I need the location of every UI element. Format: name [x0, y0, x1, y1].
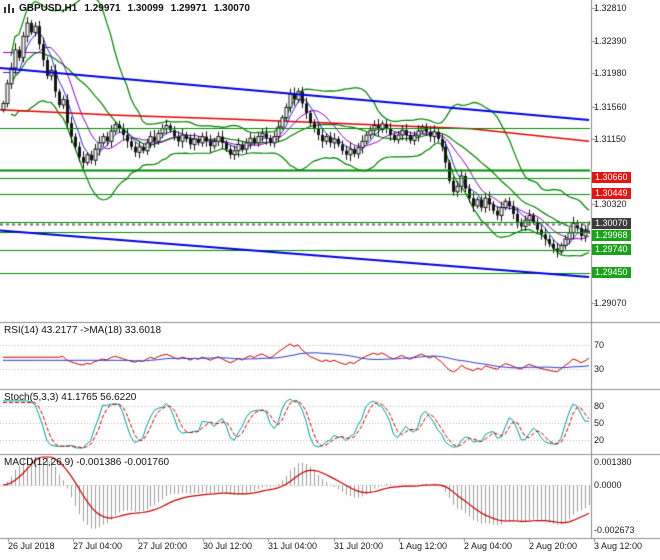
- price-gridline-label: 1.32810: [594, 3, 627, 13]
- time-label: 2 Aug 20:00: [529, 541, 578, 551]
- symbol-period-label: GBPUSD,H1: [19, 3, 78, 14]
- time-label: 1 Aug 12:00: [399, 541, 448, 551]
- macd-axis-label: 0.001380: [594, 457, 632, 467]
- price-gridline-label: 1.32390: [594, 36, 627, 46]
- price-flag-support: 1.29740: [592, 244, 631, 255]
- time-label: 31 Jul 04:00: [268, 541, 318, 551]
- macd-axis-label: 0.0000: [594, 480, 622, 490]
- price-gridline-label: 1.30320: [594, 199, 627, 209]
- ohlc-high: 1.30099: [127, 3, 164, 14]
- rsi-axis-label: 30: [594, 364, 605, 374]
- price-flag-current: 1.30070: [592, 218, 631, 229]
- ohlc-open: 1.29971: [84, 3, 121, 14]
- time-label: 27 Jul 20:00: [138, 541, 188, 551]
- macd-axis-label: -0.002673: [594, 525, 635, 535]
- time-label: 27 Jul 04:00: [73, 541, 123, 551]
- price-flag-resistance: 1.30660: [592, 172, 631, 183]
- price-gridline-label: 1.31150: [594, 134, 626, 144]
- time-label: 31 Jul 20:00: [334, 541, 384, 551]
- price-flag-resistance: 1.30449: [592, 188, 631, 199]
- price-gridline-label: 1.31980: [594, 68, 627, 78]
- ohlc-low: 1.29971: [170, 3, 207, 14]
- price-gridline-label: 1.29070: [594, 298, 627, 308]
- time-label: 26 Jul 2018: [8, 541, 55, 551]
- rsi-indicator-label: RSI(14) 43.2177 ->MA(18) 33.6018: [4, 325, 162, 336]
- time-label: 30 Jul 12:00: [203, 541, 253, 551]
- chart-title-bar: GBPUSD,H1 1.29971 1.30099 1.29971 1.3007…: [4, 3, 257, 14]
- stoch-axis-label: 20: [594, 435, 605, 445]
- chart-icon: [4, 3, 14, 13]
- price-gridline-label: 1.31560: [594, 102, 627, 112]
- stoch-indicator-label: Stoch(5,3,3) 41.1765 56.6220: [4, 392, 137, 403]
- ohlc-close: 1.30070: [213, 3, 250, 14]
- rsi-axis-label: 70: [594, 340, 605, 350]
- price-flag-support: 1.29968: [592, 230, 631, 241]
- stoch-axis-label: 80: [594, 401, 605, 411]
- time-label: 2 Aug 04:00: [464, 541, 513, 551]
- time-label: 3 Aug 12:00: [594, 541, 643, 551]
- stoch-axis-label: 50: [594, 418, 605, 428]
- macd-indicator-label: MACD(12,26,9) -0.001386 -0.001760: [4, 457, 170, 468]
- price-flag-support: 1.29450: [592, 267, 631, 278]
